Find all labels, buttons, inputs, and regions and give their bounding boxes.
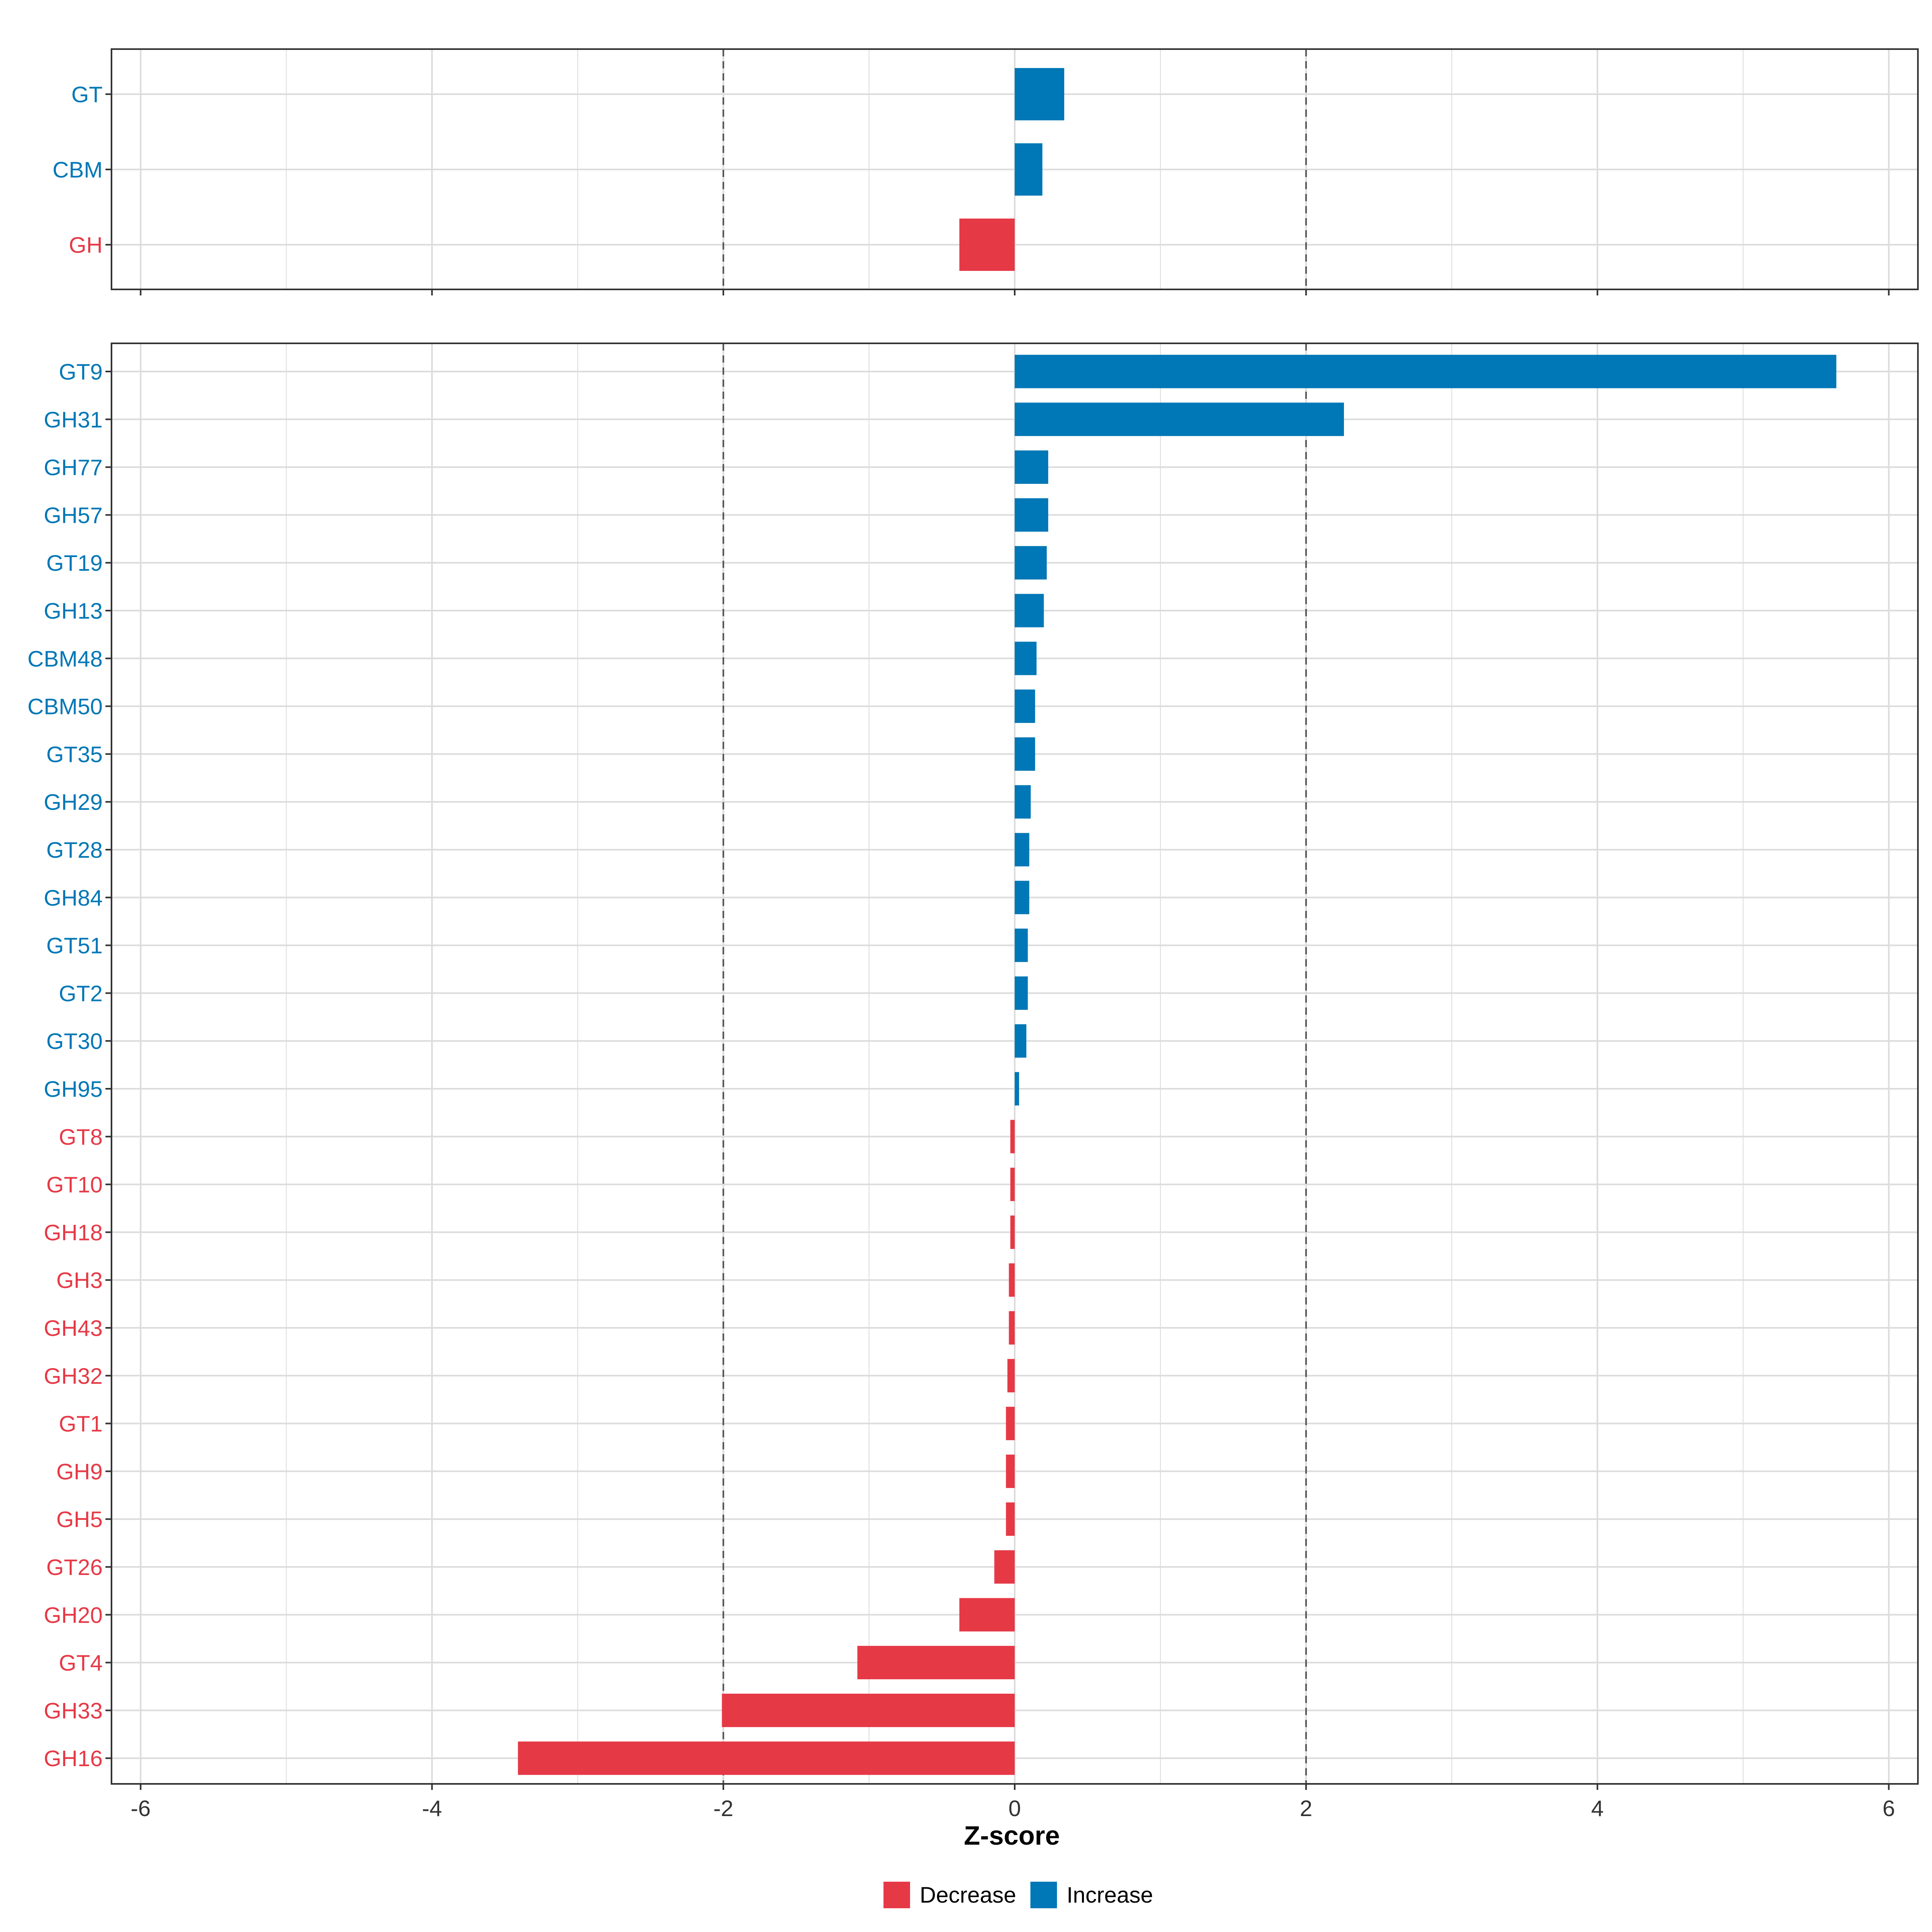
legend-label-increase: Increase bbox=[1067, 1882, 1153, 1907]
category-label-GT: GT bbox=[71, 82, 103, 107]
x-axis-title: Z-score bbox=[964, 1821, 1060, 1850]
category-label-GH33: GH33 bbox=[44, 1698, 103, 1723]
category-label-GH32: GH32 bbox=[44, 1363, 103, 1389]
category-label-GH18: GH18 bbox=[44, 1220, 103, 1245]
bar-GT bbox=[1015, 68, 1065, 120]
category-label-GT2: GT2 bbox=[59, 980, 103, 1006]
x-tick-label: -4 bbox=[422, 1796, 442, 1821]
bar-GH18 bbox=[1010, 1215, 1015, 1249]
legend-label-decrease: Decrease bbox=[920, 1882, 1016, 1907]
x-tick-label: 6 bbox=[1882, 1796, 1895, 1821]
category-label-GT35: GT35 bbox=[46, 741, 103, 767]
panel-border bbox=[111, 343, 1919, 1785]
bar-GT10 bbox=[1010, 1168, 1015, 1201]
x-tick-label: -2 bbox=[713, 1796, 733, 1821]
bar-GT4 bbox=[857, 1646, 1015, 1680]
bar-GH84 bbox=[1015, 881, 1030, 914]
legend-swatch-increase bbox=[1030, 1882, 1057, 1908]
bar-GH95 bbox=[1015, 1072, 1019, 1106]
bar-GT30 bbox=[1015, 1024, 1026, 1058]
category-label-GH57: GH57 bbox=[44, 502, 103, 528]
bar-GH9 bbox=[1006, 1454, 1015, 1488]
category-label-GH5: GH5 bbox=[56, 1507, 103, 1532]
category-label-GH95: GH95 bbox=[44, 1076, 103, 1102]
bar-GH43 bbox=[1009, 1311, 1015, 1345]
bar-CBM50 bbox=[1015, 689, 1035, 723]
category-label-GH43: GH43 bbox=[44, 1315, 103, 1341]
x-tick-label: 4 bbox=[1591, 1796, 1604, 1821]
category-label-GH20: GH20 bbox=[44, 1602, 103, 1628]
category-label-GT30: GT30 bbox=[46, 1028, 103, 1054]
panel-border bbox=[111, 48, 1919, 290]
bar-GH77 bbox=[1015, 450, 1049, 484]
panel-family-level: GT9 GH31 GH77 GH57 GT19 GH13 CBM48 CBM50 GT35 GH2… bbox=[27, 343, 1919, 1821]
category-label-CBM: CBM bbox=[53, 157, 103, 182]
x-tick-label: 2 bbox=[1300, 1796, 1312, 1821]
category-label-GH16: GH16 bbox=[44, 1746, 103, 1771]
category-label-GT4: GT4 bbox=[59, 1650, 103, 1676]
category-label-GH84: GH84 bbox=[44, 885, 103, 910]
bar-GH29 bbox=[1015, 785, 1031, 819]
bar-GH5 bbox=[1006, 1502, 1015, 1536]
bar-GT51 bbox=[1015, 929, 1028, 962]
legend: Decrease Increase bbox=[883, 1882, 1153, 1908]
legend-swatch-decrease bbox=[883, 1882, 910, 1908]
bar-CBM bbox=[1015, 143, 1042, 196]
category-label-GT26: GT26 bbox=[46, 1554, 103, 1580]
category-label-GT19: GT19 bbox=[46, 550, 103, 576]
category-label-CBM50: CBM50 bbox=[27, 694, 103, 719]
category-label-GT10: GT10 bbox=[46, 1172, 103, 1197]
category-label-GH9: GH9 bbox=[56, 1459, 103, 1484]
bar-GH bbox=[959, 219, 1015, 271]
panel-class-level: GT CBM GH bbox=[53, 48, 1919, 295]
category-label-GT1: GT1 bbox=[59, 1411, 103, 1437]
bar-GH31 bbox=[1015, 402, 1344, 436]
bar-GH32 bbox=[1007, 1359, 1015, 1393]
category-label-GH29: GH29 bbox=[44, 789, 103, 815]
bar-GT35 bbox=[1015, 737, 1035, 771]
category-label-GH13: GH13 bbox=[44, 598, 103, 623]
bar-GT2 bbox=[1015, 976, 1028, 1010]
category-label-GT28: GT28 bbox=[46, 837, 103, 863]
category-label-GH77: GH77 bbox=[44, 455, 103, 480]
bar-GH13 bbox=[1015, 594, 1044, 627]
category-label-GH: GH bbox=[69, 232, 103, 258]
category-label-GT8: GT8 bbox=[59, 1124, 103, 1150]
x-tick-label: -6 bbox=[130, 1796, 151, 1821]
x-tick-label: 0 bbox=[1008, 1796, 1021, 1821]
bar-GH3 bbox=[1009, 1263, 1015, 1297]
bar-GT19 bbox=[1015, 546, 1047, 580]
category-label-GT9: GT9 bbox=[59, 359, 103, 384]
bar-GT28 bbox=[1015, 833, 1030, 867]
bar-GT8 bbox=[1010, 1120, 1015, 1154]
bar-GT26 bbox=[994, 1550, 1015, 1584]
category-label-GH3: GH3 bbox=[56, 1267, 103, 1293]
panels-layer: GT CBM GH GT9 GH31 GH77 GH57 GT19 GH13 CBM48 CBM50… bbox=[27, 48, 1919, 1821]
bar-GH16 bbox=[518, 1741, 1015, 1775]
bar-CBM48 bbox=[1015, 642, 1037, 675]
bar-GT9 bbox=[1015, 355, 1837, 388]
bar-GH57 bbox=[1015, 498, 1049, 532]
bar-GH20 bbox=[959, 1598, 1015, 1632]
bar-GT1 bbox=[1006, 1407, 1015, 1441]
category-label-GH31: GH31 bbox=[44, 407, 103, 432]
bar-GH33 bbox=[722, 1693, 1015, 1727]
category-label-GT51: GT51 bbox=[46, 933, 103, 958]
category-label-CBM48: CBM48 bbox=[27, 646, 103, 671]
